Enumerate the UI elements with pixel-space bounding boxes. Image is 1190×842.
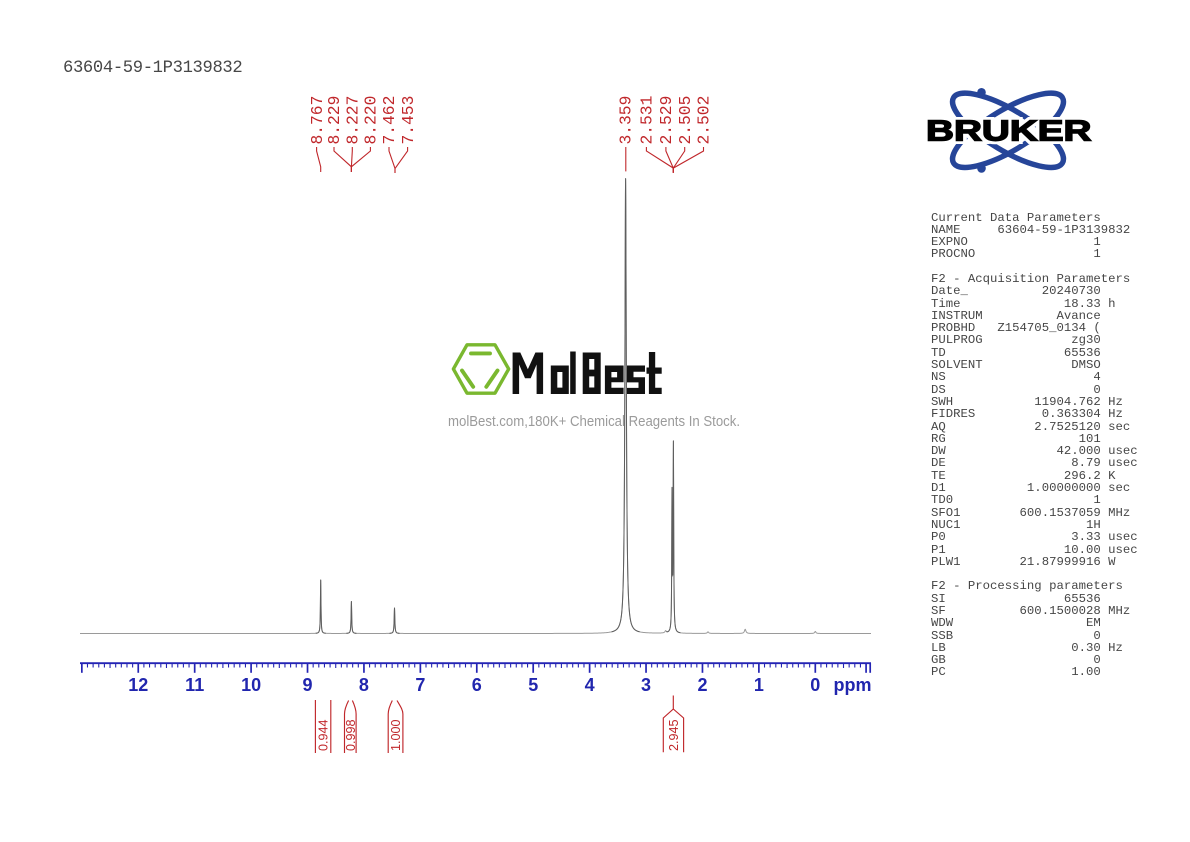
svg-text:3: 3 xyxy=(641,675,651,695)
svg-text:12: 12 xyxy=(128,675,148,695)
svg-text:0.944: 0.944 xyxy=(317,719,331,751)
svg-text:3.359: 3.359 xyxy=(617,96,636,145)
svg-text:0: 0 xyxy=(810,675,820,695)
svg-text:8.220: 8.220 xyxy=(362,96,381,145)
svg-text:8.767: 8.767 xyxy=(308,96,327,145)
svg-text:8.229: 8.229 xyxy=(325,96,344,145)
svg-text:2.945: 2.945 xyxy=(667,719,681,751)
svg-text:6: 6 xyxy=(472,675,482,695)
svg-text:0.998: 0.998 xyxy=(344,719,358,751)
svg-text:7.462: 7.462 xyxy=(380,96,399,145)
svg-text:7.453: 7.453 xyxy=(399,96,418,145)
svg-text:2.505: 2.505 xyxy=(676,96,695,145)
svg-text:2.531: 2.531 xyxy=(638,96,657,145)
svg-text:1: 1 xyxy=(754,675,764,695)
svg-text:2.529: 2.529 xyxy=(657,96,676,145)
svg-text:molBest.com,180K+ Chemical Rea: molBest.com,180K+ Chemical Reagents In S… xyxy=(448,414,740,430)
svg-text:5: 5 xyxy=(528,675,538,695)
svg-text:ppm: ppm xyxy=(834,675,872,695)
svg-text:BRUKER: BRUKER xyxy=(926,116,1092,148)
svg-text:BRUKER: BRUKER xyxy=(926,116,1092,148)
svg-text:2.502: 2.502 xyxy=(695,96,714,145)
svg-text:4: 4 xyxy=(585,675,595,695)
svg-text:2: 2 xyxy=(697,675,707,695)
svg-text:7: 7 xyxy=(415,675,425,695)
svg-text:11: 11 xyxy=(185,675,204,695)
svg-text:8.227: 8.227 xyxy=(344,96,363,145)
svg-text:10: 10 xyxy=(241,675,261,695)
svg-text:8: 8 xyxy=(359,675,369,695)
svg-text:9: 9 xyxy=(302,675,312,695)
svg-text:1.000: 1.000 xyxy=(389,719,403,751)
